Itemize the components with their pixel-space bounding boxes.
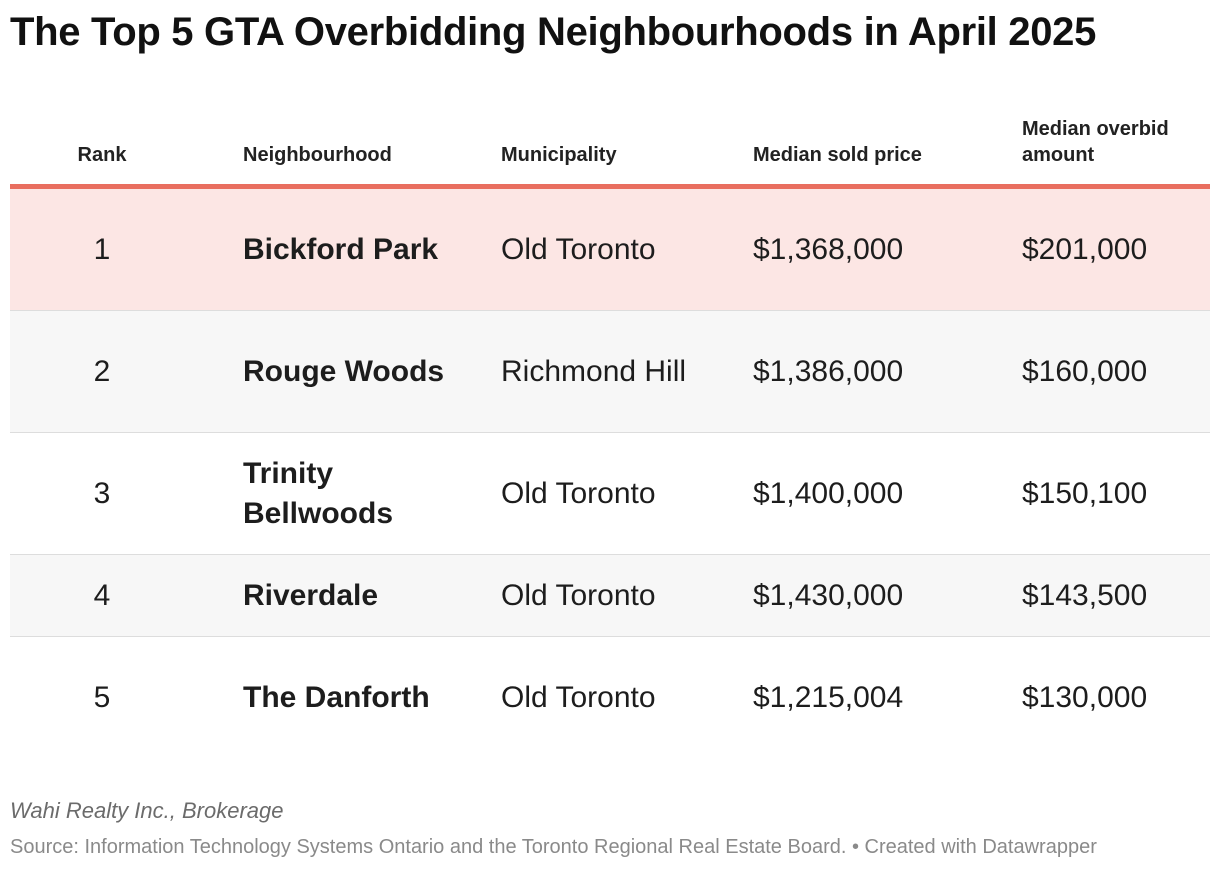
table-row: 4 Riverdale Old Toronto $1,430,000 $143,… [10, 555, 1210, 637]
table-row: 3 Trinity Bellwoods Old Toronto $1,400,0… [10, 433, 1210, 555]
chart-title: The Top 5 GTA Overbidding Neighbourhoods… [10, 10, 1097, 54]
rank-cell: 3 [93, 476, 111, 510]
median-overbid-amount-cell: $150,100 [1022, 476, 1148, 510]
municipality-cell: Old Toronto [501, 680, 656, 714]
median-overbid-amount-cell: $143,500 [1022, 578, 1148, 612]
median-overbid-amount-cell: $201,000 [1022, 232, 1148, 266]
neighbourhood-cell: Rouge Woods [243, 354, 445, 388]
median-sold-price-cell: $1,368,000 [753, 232, 904, 266]
municipality-cell: Old Toronto [501, 578, 656, 612]
table-row: 2 Rouge Woods Richmond Hill $1,386,000 $… [10, 311, 1210, 433]
neighbourhood-cell: Riverdale [243, 578, 379, 612]
column-header-median-overbid-amount[interactable]: Median overbid amount [1022, 118, 1169, 166]
column-header-municipality[interactable]: Municipality [501, 144, 617, 166]
table-header-row: Rank Neighbourhood Municipality Median s… [10, 108, 1210, 189]
rank-cell: 2 [93, 354, 111, 388]
median-overbid-amount-cell: $130,000 [1022, 680, 1148, 714]
median-overbid-amount-cell: $160,000 [1022, 354, 1148, 388]
neighbourhood-cell: Trinity Bellwoods [243, 456, 394, 530]
median-sold-price-cell: $1,400,000 [753, 476, 904, 510]
column-header-rank[interactable]: Rank [77, 144, 127, 166]
median-sold-price-cell: $1,430,000 [753, 578, 904, 612]
table-row: 5 The Danforth Old Toronto $1,215,004 $1… [10, 637, 1210, 758]
source-note: Source: Information Technology Systems O… [10, 836, 1097, 858]
rank-cell: 1 [93, 232, 111, 266]
municipality-cell: Richmond Hill [501, 354, 687, 388]
column-header-neighbourhood[interactable]: Neighbourhood [243, 144, 392, 166]
data-table: Rank Neighbourhood Municipality Median s… [10, 108, 1210, 758]
table-row: 1 Bickford Park Old Toronto $1,368,000 $… [10, 189, 1210, 311]
median-sold-price-cell: $1,386,000 [753, 354, 904, 388]
municipality-cell: Old Toronto [501, 232, 656, 266]
neighbourhood-cell: The Danforth [243, 680, 430, 714]
rank-cell: 4 [93, 578, 111, 612]
rank-cell: 5 [93, 680, 111, 714]
municipality-cell: Old Toronto [501, 476, 656, 510]
neighbourhood-cell: Bickford Park [243, 232, 439, 266]
column-header-median-sold-price[interactable]: Median sold price [753, 144, 922, 166]
median-sold-price-cell: $1,215,004 [753, 680, 904, 714]
byline: Wahi Realty Inc., Brokerage [10, 798, 284, 823]
